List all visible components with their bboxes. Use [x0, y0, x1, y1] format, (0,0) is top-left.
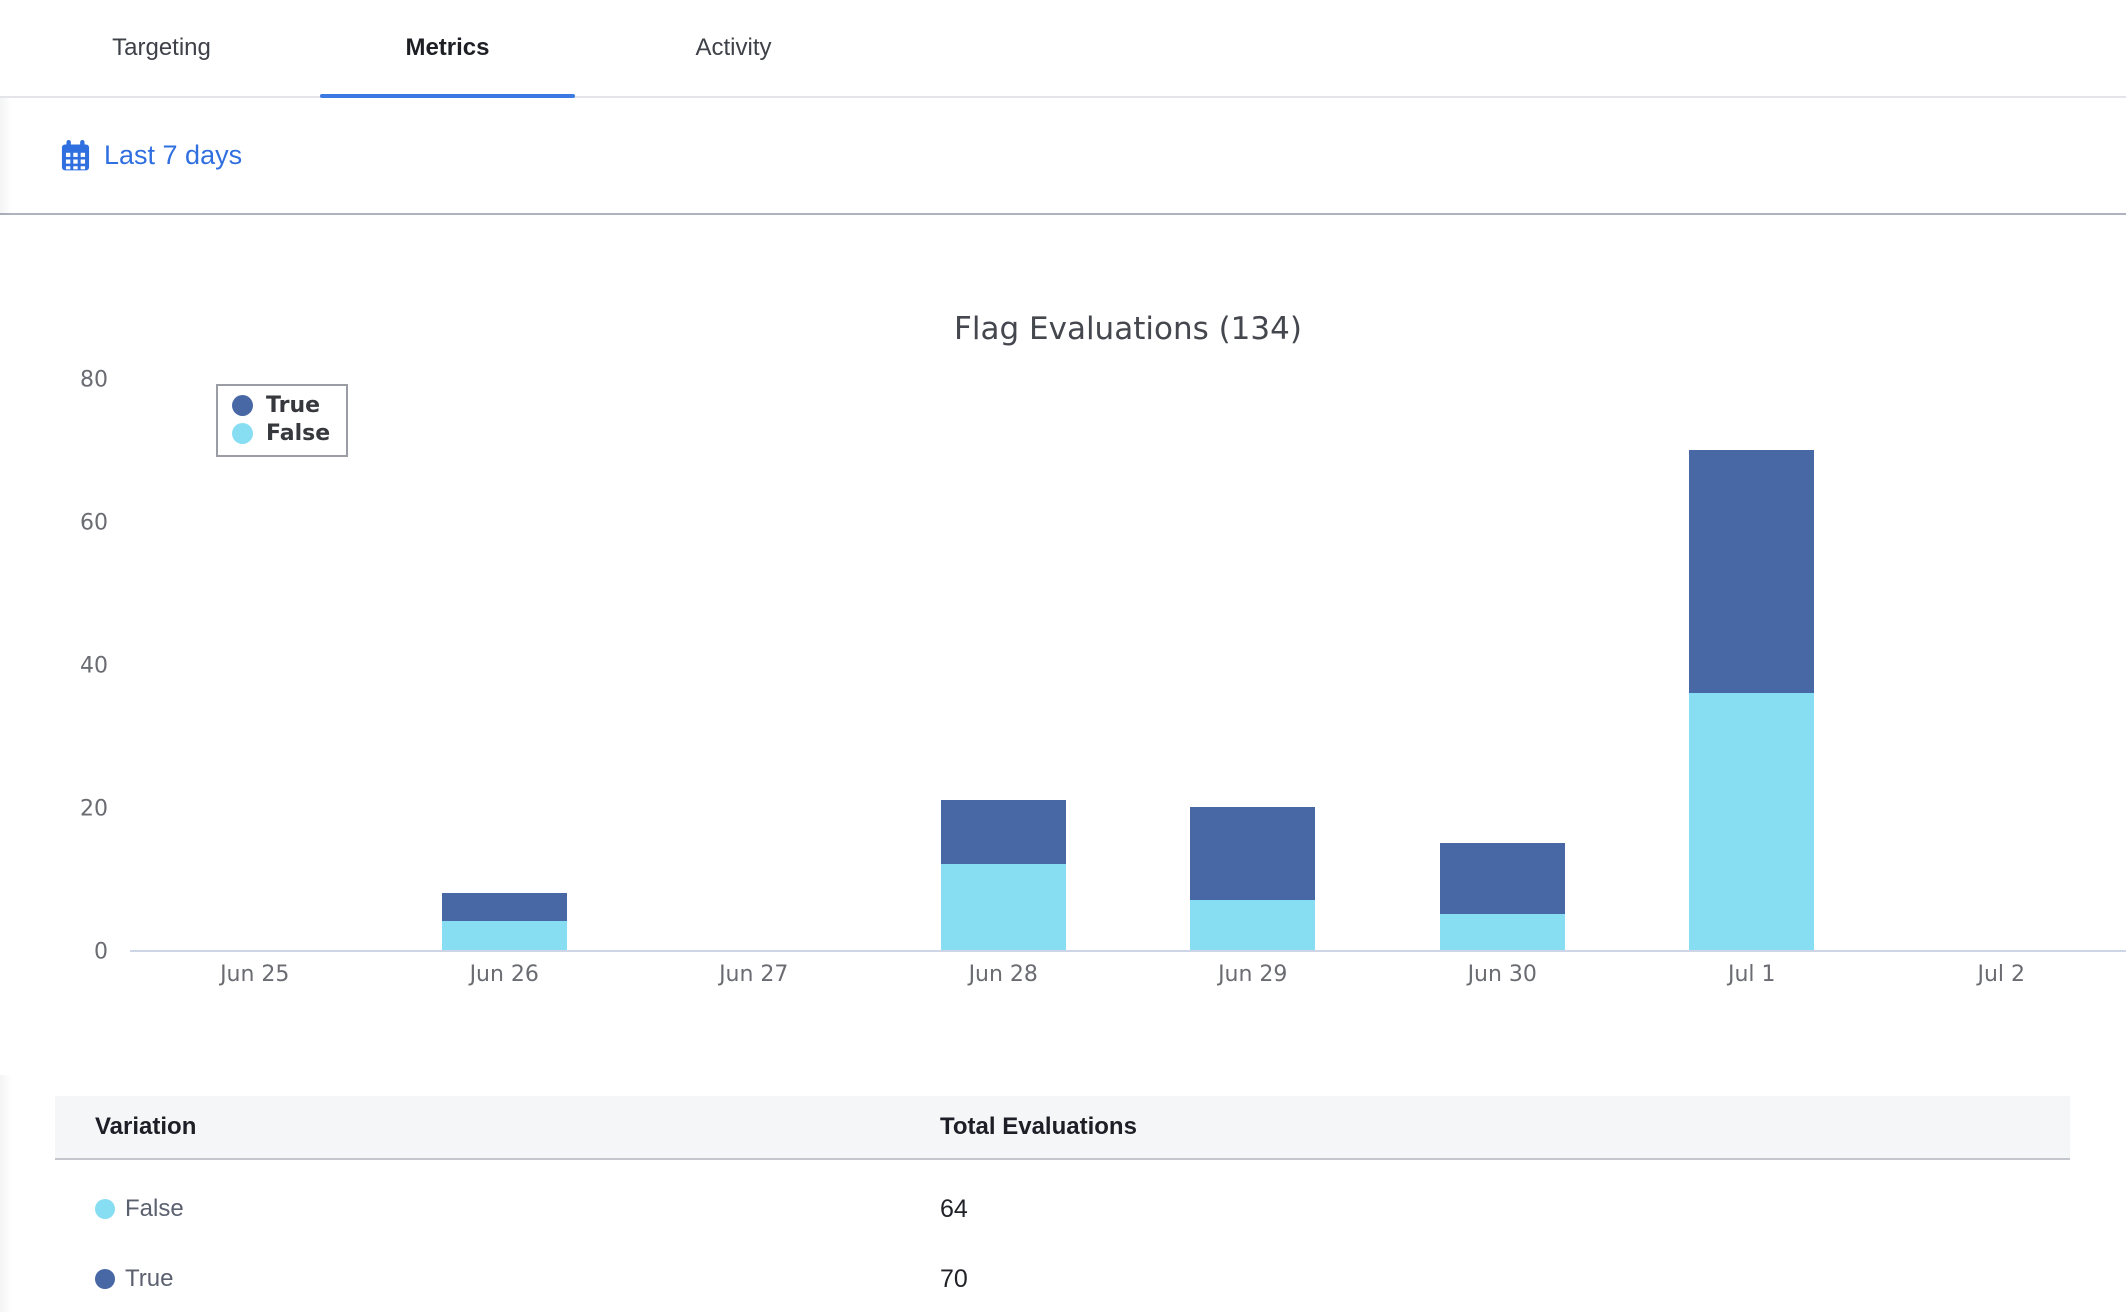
variation-cell: False	[95, 1195, 940, 1223]
tab-targeting[interactable]: Targeting	[112, 34, 211, 61]
chart-column-jun-29: Jun 29	[1128, 380, 1378, 987]
x-axis-tick-label: Jun 30	[1467, 962, 1537, 987]
stacked-bar	[1439, 842, 1565, 950]
chart-column-jul-1: Jul 1	[1627, 380, 1877, 987]
y-axis-tick-label: 40	[80, 653, 108, 679]
chart-column-jun-26: Jun 26	[380, 380, 630, 987]
bar-segment-true[interactable]	[1689, 449, 1815, 693]
flag-evaluations-chart: Flag Evaluations (134) 0 20 40 60 80 True Fal…	[0, 215, 2126, 1075]
x-axis-tick-label: Jun 25	[220, 962, 290, 987]
stacked-bar	[1190, 807, 1316, 950]
bar-segment-true[interactable]	[1190, 807, 1316, 900]
chart-column-jun-25: Jun 25	[130, 380, 380, 987]
x-axis-tick-label: Jun 27	[719, 962, 789, 987]
legend-label: True	[266, 393, 321, 418]
table-body: False 64 True 70	[55, 1160, 2070, 1312]
column-header-variation: Variation	[95, 1113, 197, 1140]
y-axis-tick-label: 20	[80, 796, 108, 822]
y-axis-tick-label: 80	[80, 367, 108, 393]
variation-color-dot	[95, 1269, 115, 1289]
tab-activity[interactable]: Activity	[695, 34, 772, 61]
y-axis: 0 20 40 60 80	[0, 368, 108, 965]
legend-swatch-false	[232, 423, 253, 444]
legend-swatch-true	[232, 395, 253, 416]
bar-segment-false[interactable]	[1689, 692, 1815, 950]
y-axis-tick-label: 0	[94, 939, 108, 965]
table-header-row: Variation Total Evaluations	[55, 1096, 2070, 1160]
total-evaluations-value: 64	[940, 1194, 968, 1223]
table-row-false: False 64	[55, 1174, 2070, 1244]
tab-metrics[interactable]: Metrics	[320, 0, 575, 98]
x-axis-tick-label: Jul 1	[1727, 962, 1776, 987]
calendar-icon[interactable]	[60, 139, 91, 172]
bar-segment-false[interactable]	[1190, 899, 1316, 950]
x-axis-tick-label: Jun 29	[1218, 962, 1288, 987]
bar-segment-true[interactable]	[441, 892, 567, 922]
variation-color-dot	[95, 1199, 115, 1219]
bar-segment-false[interactable]	[441, 921, 567, 950]
legend-label: False	[266, 421, 331, 446]
table-row-true: True 70	[55, 1244, 2070, 1312]
variation-cell: True	[95, 1265, 940, 1293]
chart-column-jun-27: Jun 27	[629, 380, 879, 987]
stacked-bar	[1689, 449, 1815, 950]
date-range-button[interactable]: Last 7 days	[104, 140, 243, 170]
plot-area: True False Jun 25 Jun 26 Jun 27 Jun 28 Jun 29…	[130, 380, 2126, 987]
bar-segment-true[interactable]	[1439, 842, 1565, 915]
legend-item-true: True	[232, 393, 330, 418]
x-axis-tick-label: Jun 26	[469, 962, 539, 987]
bar-segment-false[interactable]	[1439, 914, 1565, 950]
variation-label: False	[125, 1195, 184, 1222]
total-evaluations-value: 70	[940, 1264, 968, 1293]
stacked-bar	[441, 892, 567, 950]
chart-column-jun-28: Jun 28	[879, 380, 1129, 987]
bar-segment-false[interactable]	[940, 864, 1066, 950]
chart-column-jul-2: Jul 2	[1877, 380, 2126, 987]
stacked-bar	[940, 799, 1066, 950]
variations-table: Variation Total Evaluations False 64 True 7…	[55, 1096, 2070, 1312]
chart-column-jun-30: Jun 30	[1378, 380, 1628, 987]
legend-item-false: False	[232, 421, 330, 446]
variation-label: True	[125, 1265, 174, 1292]
column-header-total-evaluations: Total Evaluations	[940, 1113, 1137, 1140]
date-filter-bar: Last 7 days	[0, 98, 2126, 215]
chart-title: Flag Evaluations (134)	[954, 311, 1302, 347]
chart-legend: True False	[216, 384, 349, 457]
tab-bar: Targeting Metrics Activity	[0, 0, 2126, 98]
y-axis-tick-label: 60	[80, 510, 108, 536]
bar-segment-true[interactable]	[940, 799, 1066, 865]
x-axis-tick-label: Jul 2	[1977, 962, 2026, 987]
x-axis-tick-label: Jun 28	[968, 962, 1038, 987]
